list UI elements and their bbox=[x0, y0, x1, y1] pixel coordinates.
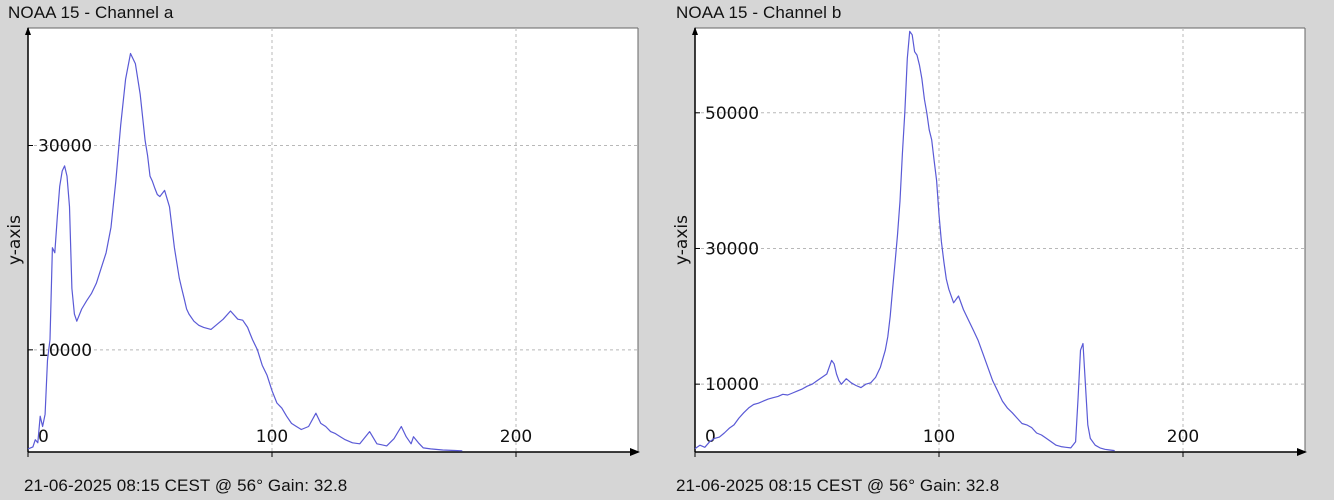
plot-area bbox=[28, 28, 638, 452]
y-axis-label: y-axis bbox=[5, 215, 25, 265]
y-axis-label: y-axis bbox=[672, 215, 692, 265]
x-tick-label-200: 200 bbox=[500, 427, 532, 447]
x-tick-label-100: 100 bbox=[923, 427, 955, 447]
y-tick-label-10000: 10000 bbox=[38, 341, 92, 361]
origin-label: 0 bbox=[38, 427, 49, 447]
x-axis-arrow bbox=[630, 448, 640, 456]
series-line-b-0 bbox=[694, 30, 1115, 452]
x-axis-arrow bbox=[1297, 448, 1307, 456]
chart-channel-b: 100 200 0 10000 30000 50000 y-axis bbox=[672, 27, 1307, 457]
chart-footer-channel-a: 21-06-2025 08:15 CEST @ 56° Gain: 32.8 bbox=[24, 476, 348, 495]
x-tick-label-100: 100 bbox=[256, 427, 288, 447]
series-line-a-0 bbox=[27, 52, 463, 452]
y-tick-label-50000: 50000 bbox=[705, 104, 759, 124]
chart-channel-a: 100 200 0 10000 30000 y-axis bbox=[5, 27, 640, 457]
plot-area bbox=[695, 28, 1305, 452]
origin-label: 0 bbox=[705, 427, 716, 447]
y-tick-label-30000: 30000 bbox=[705, 239, 759, 259]
y-axis-arrow bbox=[25, 27, 31, 35]
y-tick-label-30000: 30000 bbox=[38, 136, 92, 156]
chart-footer-channel-b: 21-06-2025 08:15 CEST @ 56° Gain: 32.8 bbox=[676, 476, 1000, 495]
y-axis-arrow bbox=[692, 27, 698, 35]
y-tick-label-10000: 10000 bbox=[705, 375, 759, 395]
chart-title-channel-a: NOAA 15 - Channel a bbox=[8, 3, 174, 22]
chart-title-channel-b: NOAA 15 - Channel b bbox=[676, 3, 842, 22]
x-tick-label-200: 200 bbox=[1167, 427, 1199, 447]
